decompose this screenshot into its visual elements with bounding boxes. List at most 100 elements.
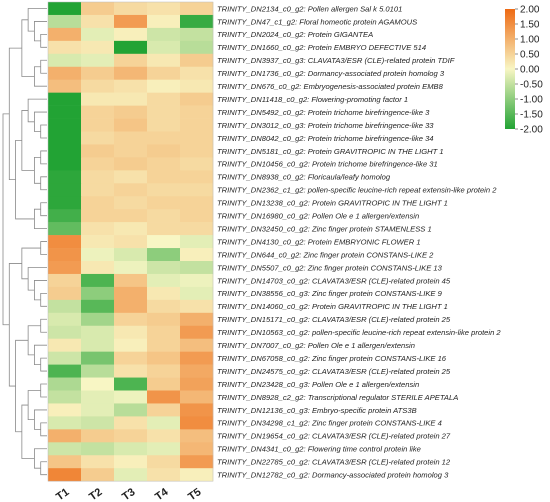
heatmap-cell xyxy=(81,157,115,171)
heatmap-cell xyxy=(147,364,181,378)
heatmap-cell xyxy=(81,183,115,197)
heatmap-cell xyxy=(147,170,181,184)
heatmap-cell xyxy=(180,92,214,106)
heatmap-cell xyxy=(180,377,214,391)
heatmap-cell xyxy=(180,286,214,301)
heatmap-cell xyxy=(180,312,214,327)
heatmap-cell xyxy=(180,40,214,55)
row-label: TRINITY_DN8938_c0_g2: Floricaula/leafy h… xyxy=(217,173,391,182)
dendrogram-branch xyxy=(34,344,47,365)
heatmap-cell xyxy=(180,157,214,171)
heatmap-cell xyxy=(81,377,115,391)
heatmap-cell xyxy=(48,27,82,42)
row-label: TRINITY_DN676_c0_g2: Embryogenesis-assoc… xyxy=(217,82,444,91)
row-label: TRINITY_DN67058_c0_g2: Zinc finger prote… xyxy=(217,354,447,363)
heatmap-cell xyxy=(114,429,148,443)
heatmap-cell xyxy=(114,170,148,184)
dendrogram-branch xyxy=(27,98,47,123)
heatmap-cell xyxy=(48,390,82,404)
column-labels: T1 T2 T3 T4 T5 xyxy=(54,486,203,502)
heatmap-cell xyxy=(147,273,181,288)
heatmap-cell xyxy=(147,351,181,365)
heatmap-cell xyxy=(114,261,148,275)
row-label: TRINITY_DN3937_c0_g3: CLAVATA3/ESR (CLE)… xyxy=(217,56,455,65)
row-label: TRINITY_DN14703_c0_g2: CLAVATA3/ESR (CLE… xyxy=(217,276,451,285)
heatmap-cell xyxy=(81,273,115,288)
row-label: TRINITY_DN12782_c0_g2: Dormancy-associat… xyxy=(217,471,449,480)
dendrogram-branch xyxy=(2,113,10,326)
row-label: TRINITY_DN24575_c0_g2: CLAVATA3/ESR (CLE… xyxy=(217,367,451,376)
heatmap-cell xyxy=(180,390,214,404)
heatmap-cell xyxy=(81,92,115,106)
heatmap-cell xyxy=(48,170,82,184)
dendrogram-branch xyxy=(40,422,47,437)
heatmap-cell xyxy=(180,325,214,339)
row-label: TRINITY_DN1736_c0_g2: Dormancy-associate… xyxy=(217,69,445,78)
heatmap-cell xyxy=(114,157,148,171)
heatmap-cell xyxy=(48,299,82,314)
row-dendrogram xyxy=(2,8,47,476)
heatmap-cell xyxy=(180,209,214,223)
row-label: TRINITY_DN5507_c0_g2: Zinc finger protei… xyxy=(217,263,443,272)
row-label: TRINITY_DN15171_c0_g2: CLAVATA3/ESR (CLE… xyxy=(217,315,451,324)
heatmap-cell xyxy=(147,312,181,327)
heatmap-cell xyxy=(114,416,148,430)
column-label: T5 xyxy=(186,486,203,502)
row-label: TRINITY_DN10456_c0_g2: Protein trichome … xyxy=(217,160,438,169)
heatmap-cell xyxy=(48,325,82,339)
heatmap-cell xyxy=(114,325,148,339)
row-label: TRINITY_DN13238_c0_g2: Protein GRAVITROP… xyxy=(217,199,448,208)
heatmap-border xyxy=(47,1,214,482)
heatmap-cell xyxy=(81,416,115,430)
column-label: T4 xyxy=(153,486,171,502)
row-label: TRINITY_DN2362_c1_g2: pollen-specific le… xyxy=(217,186,497,195)
heatmap-cell xyxy=(180,468,214,482)
heatmap-cell xyxy=(180,196,214,210)
heatmap-cell xyxy=(48,442,82,456)
heatmap-cell xyxy=(48,14,82,29)
heatmap-cell xyxy=(114,14,148,29)
heatmap-cell xyxy=(48,40,82,55)
heatmap-cell xyxy=(81,325,115,339)
heatmap-cell xyxy=(48,53,82,68)
row-label: TRINITY_DN19654_c0_g2: CLAVATA3/ESR (CLE… xyxy=(217,432,451,441)
dendrogram-branch xyxy=(40,176,47,191)
heatmap-cell xyxy=(81,144,115,158)
heatmap-cell xyxy=(180,442,214,456)
heatmap-cell xyxy=(180,351,214,365)
heatmap-cell xyxy=(180,416,214,430)
heatmap-cell xyxy=(114,248,148,262)
heatmap-cell xyxy=(147,416,181,430)
row-label: TRINITY_DN32450_c0_g2: Zinc finger prote… xyxy=(217,224,432,233)
heatmap-cell xyxy=(81,442,115,456)
color-scale-legend: 2.00 1.50 1.00 0.50 0.00 -0.50 -1.00 -1.50 -2.00 xyxy=(505,5,543,136)
row-label: TRINITY_DN47_c1_g2: Floral homeotic prot… xyxy=(217,17,417,26)
heatmap-cell xyxy=(48,351,82,365)
heatmap-cell xyxy=(147,27,181,42)
heatmap-cell xyxy=(48,209,82,223)
row-label: TRINITY_DN3012_c0_g3: Protein trichome b… xyxy=(217,121,434,130)
heatmap-cell xyxy=(114,144,148,158)
heatmap-cell xyxy=(114,222,148,236)
heatmap-cell xyxy=(147,66,181,80)
heatmap-cell xyxy=(147,157,181,171)
heatmap-cell xyxy=(48,286,82,301)
heatmap-cell xyxy=(81,209,115,223)
heatmap-cell xyxy=(81,403,115,417)
dendrogram-branch xyxy=(40,124,47,139)
heatmap-cell xyxy=(81,468,115,482)
row-label: TRINITY_DN5492_c0_g2: Protein trichome b… xyxy=(217,108,430,117)
row-label: TRINITY_DN4130_c0_g2: Protein EMBRYONIC … xyxy=(217,237,421,246)
heatmap-cell xyxy=(147,235,181,249)
color-scale-bar xyxy=(505,9,515,129)
heatmap-cell xyxy=(81,40,115,55)
heatmap-cell xyxy=(147,40,181,55)
heatmap-cell xyxy=(81,131,115,145)
heatmap-cell xyxy=(48,144,82,158)
heatmap-cell xyxy=(48,273,82,288)
heatmap-cell xyxy=(147,377,181,391)
heatmap-cell xyxy=(48,429,82,443)
dendrogram-branch xyxy=(34,208,47,230)
heatmap-cell xyxy=(81,118,115,132)
